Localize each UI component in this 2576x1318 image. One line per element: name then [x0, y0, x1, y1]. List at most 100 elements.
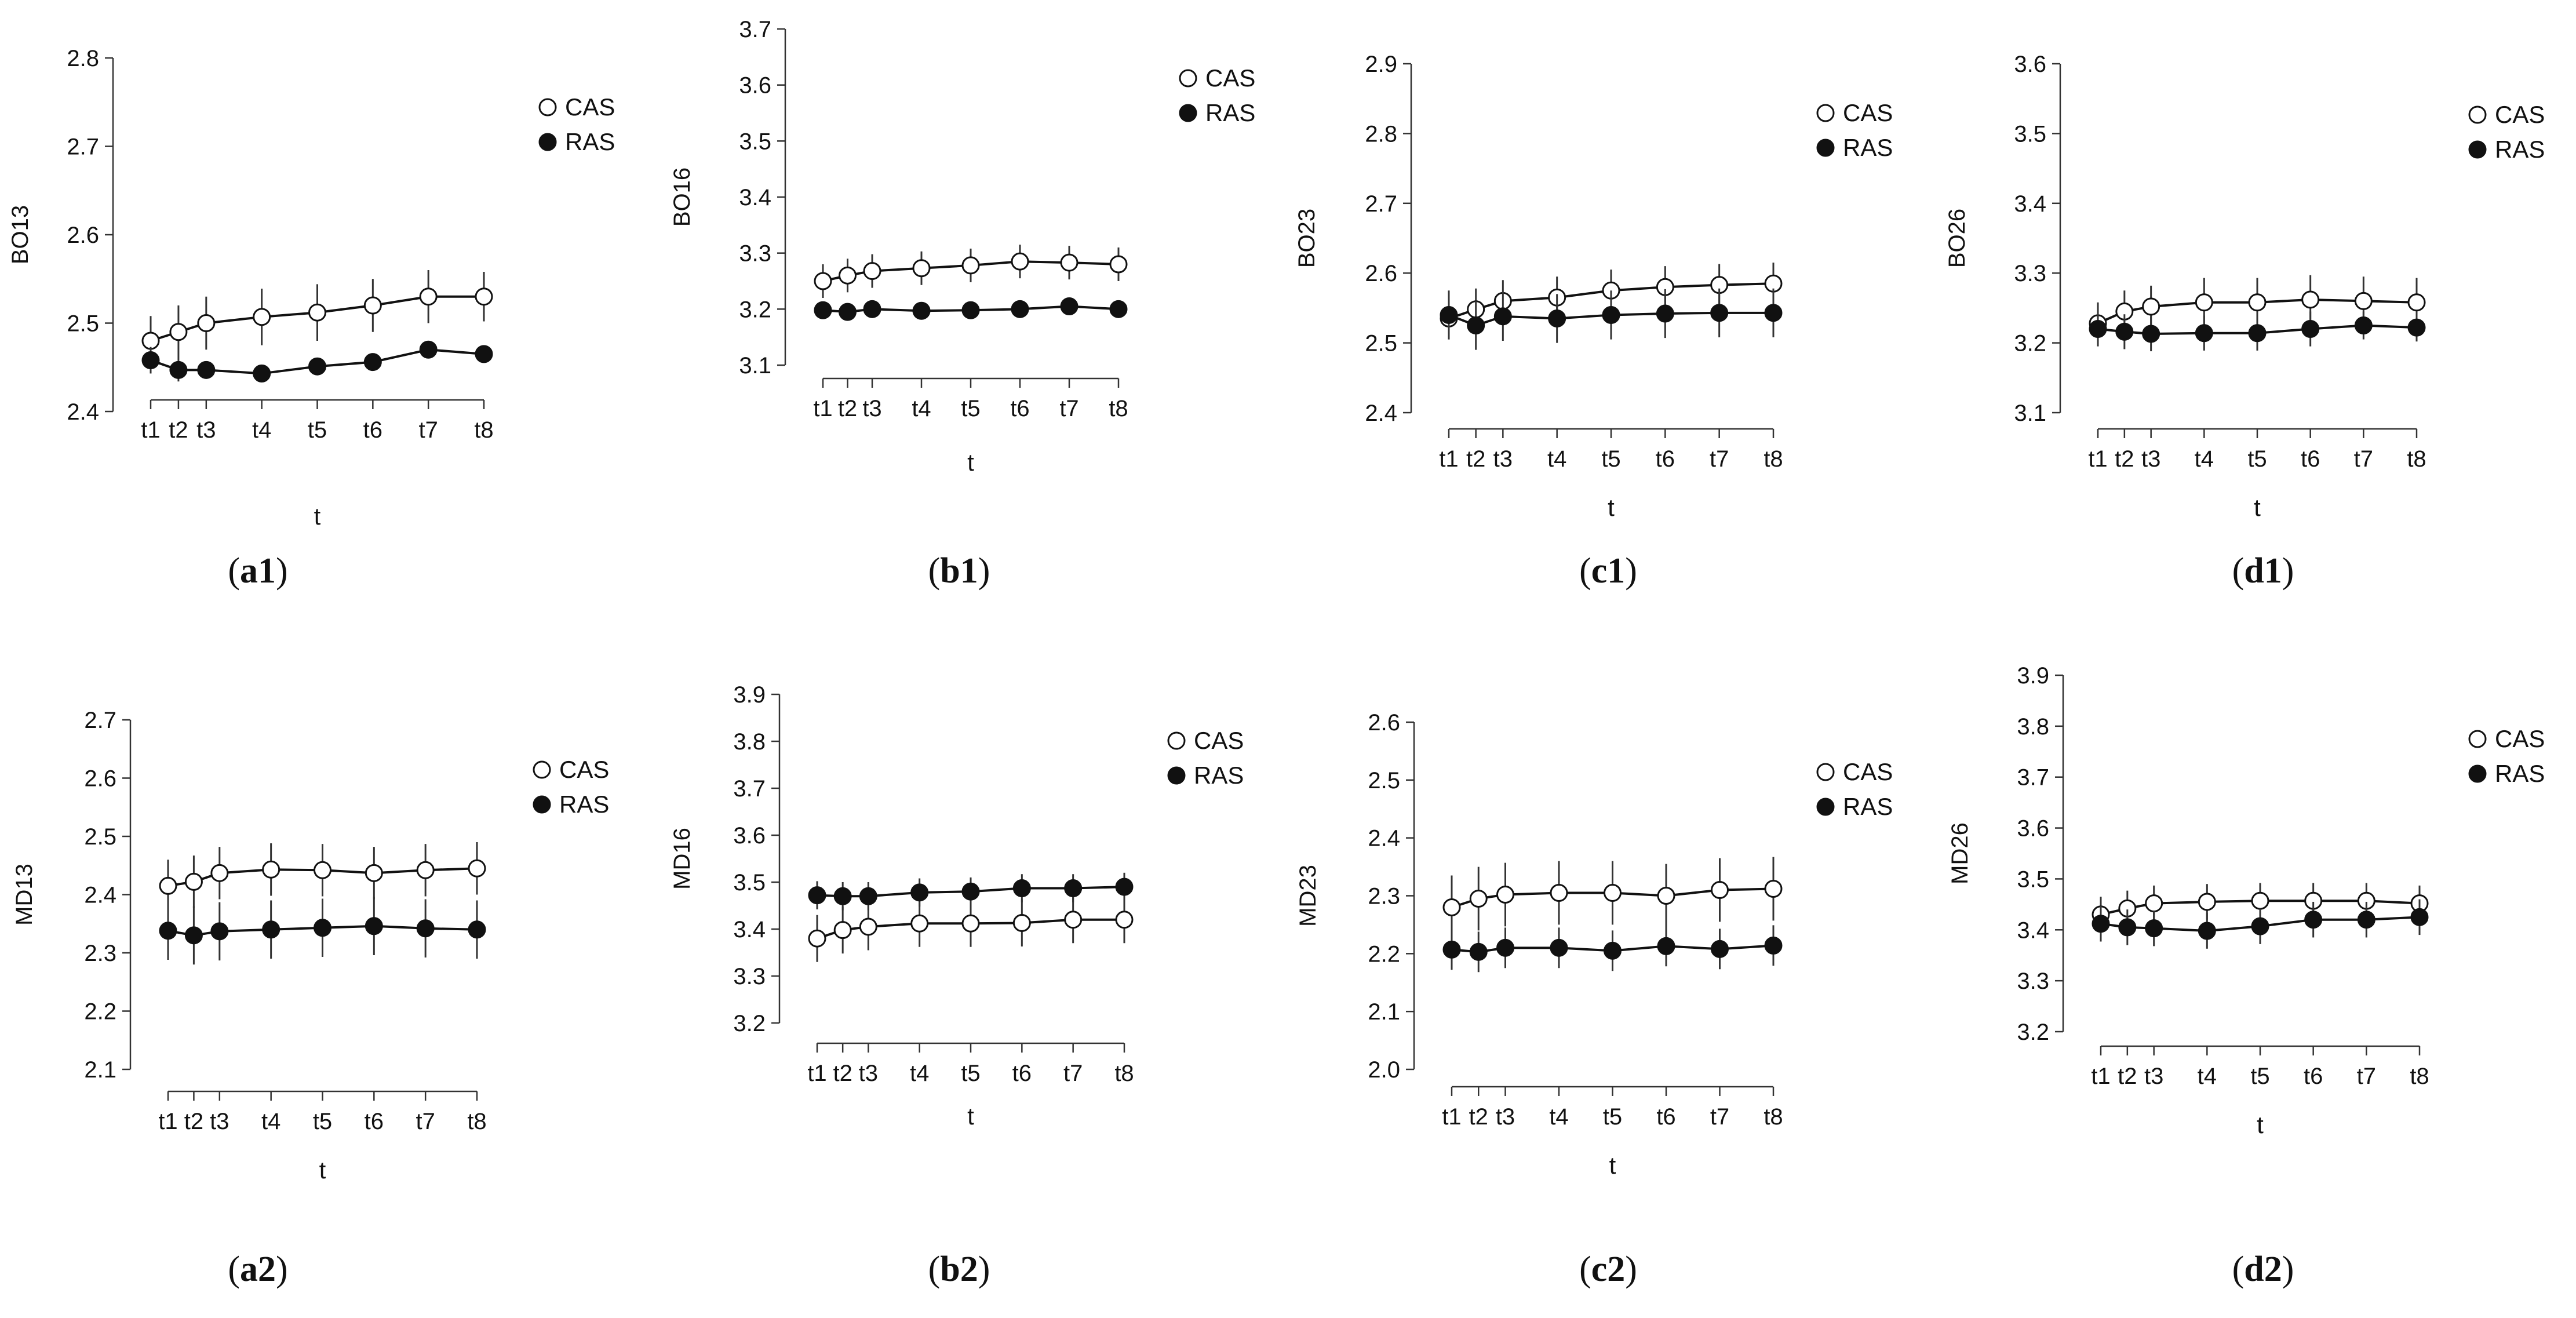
x-tick-label: t2 [838, 396, 857, 421]
data-point [1064, 879, 1083, 898]
x-tick-label: t5 [961, 1061, 980, 1086]
series-cas [808, 896, 1134, 962]
data-point [308, 303, 326, 322]
x-tick-label: t1 [807, 1061, 826, 1086]
data-point [2301, 290, 2320, 309]
y-tick-label: 2.6 [84, 766, 116, 792]
y-tick-label: 3.1 [2014, 401, 2046, 426]
series-cas [2092, 883, 2429, 933]
data-point [2089, 320, 2107, 338]
data-point [2248, 293, 2267, 312]
legend: CAS RAS [2468, 101, 2545, 163]
series-ras [1440, 288, 1783, 350]
caption-paren-close: ) [978, 1250, 990, 1289]
y-tick-label: 2.6 [67, 223, 99, 248]
x-tick-label: t8 [1764, 446, 1783, 472]
data-point [2115, 322, 2134, 341]
data-point [859, 887, 877, 905]
data-point [169, 361, 188, 379]
data-point [141, 332, 160, 350]
x-tick-label: t6 [1012, 1061, 1032, 1086]
data-point [2354, 316, 2373, 334]
caption-paren-close: ) [1625, 1250, 1637, 1289]
x-tick-label: t8 [2407, 446, 2426, 472]
legend-marker-ras [1167, 766, 1186, 785]
y-tick-label: 3.6 [739, 73, 771, 99]
x-tick-label: t1 [1439, 446, 1458, 472]
data-point [1657, 887, 1675, 905]
data-point [912, 301, 931, 320]
y-tick-label: 2.5 [84, 824, 116, 850]
legend-label-cas: CAS [565, 93, 615, 121]
y-tick-label: 2.4 [67, 399, 99, 425]
legend-marker-ras [533, 795, 551, 814]
y-tick-label: 2.4 [1368, 826, 1400, 851]
panel-caption: (b2) [928, 1250, 990, 1289]
y-tick-label: 3.1 [739, 353, 771, 378]
data-point [314, 919, 331, 937]
y-tick-label: 3.3 [2014, 261, 2046, 286]
data-point [814, 301, 832, 319]
caption-label: a1 [240, 551, 276, 591]
legend-label-ras: RAS [2495, 136, 2545, 163]
data-point [2248, 324, 2267, 343]
data-point [2145, 919, 2163, 938]
data-point [839, 266, 857, 285]
legend-label-cas: CAS [559, 756, 609, 783]
legend: CAS RAS [2468, 725, 2545, 787]
y-tick-label: 3.2 [2014, 331, 2046, 356]
y-tick-label: 3.4 [739, 185, 771, 210]
y-tick-label: 3.5 [2017, 866, 2049, 892]
x-tick-label: t7 [1063, 1061, 1083, 1086]
y-tick-label: 2.8 [67, 46, 99, 71]
data-point [262, 860, 280, 879]
x-tick-label: t3 [1496, 1104, 1515, 1130]
legend: CAS RAS [538, 93, 615, 155]
legend-label-cas: CAS [1843, 99, 1893, 126]
data-point [961, 301, 980, 319]
data-point [416, 919, 435, 938]
caption-paren-open: ( [228, 1250, 240, 1289]
legend-marker-ras [1179, 104, 1197, 122]
panel-caption: (c1) [1579, 551, 1637, 591]
data-point [210, 864, 229, 882]
x-tick-label: t1 [2088, 446, 2107, 472]
data-point [419, 287, 438, 306]
legend-marker-ras [2468, 140, 2487, 159]
data-point [2195, 293, 2213, 312]
x-tick-label: t6 [363, 417, 382, 443]
y-tick-label: 2.6 [1368, 710, 1400, 736]
data-point [184, 926, 203, 945]
x-tick-label: t3 [2144, 1064, 2163, 1089]
data-point [1469, 889, 1488, 908]
series-ras [808, 872, 1134, 911]
data-point [159, 876, 177, 895]
x-tick-label: t4 [261, 1109, 280, 1134]
x-axis-title: t [2254, 494, 2261, 521]
caption-paren-open: ( [1579, 1250, 1591, 1289]
y-tick-label: 2.2 [84, 999, 116, 1025]
legend-label-cas: CAS [1843, 758, 1893, 785]
legend-label-ras: RAS [1843, 134, 1893, 161]
caption-label: b1 [940, 551, 978, 591]
data-point [1467, 316, 1485, 334]
data-point [141, 351, 160, 370]
data-point [912, 259, 931, 278]
legend-marker-cas [1179, 69, 1197, 88]
data-point [1060, 253, 1079, 272]
x-tick-label: t4 [1547, 446, 1566, 472]
panel-a1: 2.4 2.5 2.6 2.7 2.8 t1 t2 t3 t4 t5 t6 t7 t8 t BO13 CAS R… [8, 46, 615, 591]
caption-paren-open: ( [228, 551, 240, 591]
y-tick-label: 2.5 [1365, 331, 1397, 356]
x-tick-label: t3 [859, 1061, 878, 1086]
x-tick-label: t1 [158, 1109, 177, 1134]
x-tick-label: t6 [2301, 446, 2320, 472]
caption-paren-open: ( [2232, 551, 2245, 591]
x-tick-label: t1 [1442, 1104, 1461, 1130]
data-point [910, 883, 929, 902]
y-tick-label: 3.4 [2014, 191, 2046, 217]
data-point [833, 921, 852, 940]
data-point [2304, 911, 2323, 929]
legend-marker-cas [2468, 105, 2487, 124]
data-point [363, 353, 382, 372]
